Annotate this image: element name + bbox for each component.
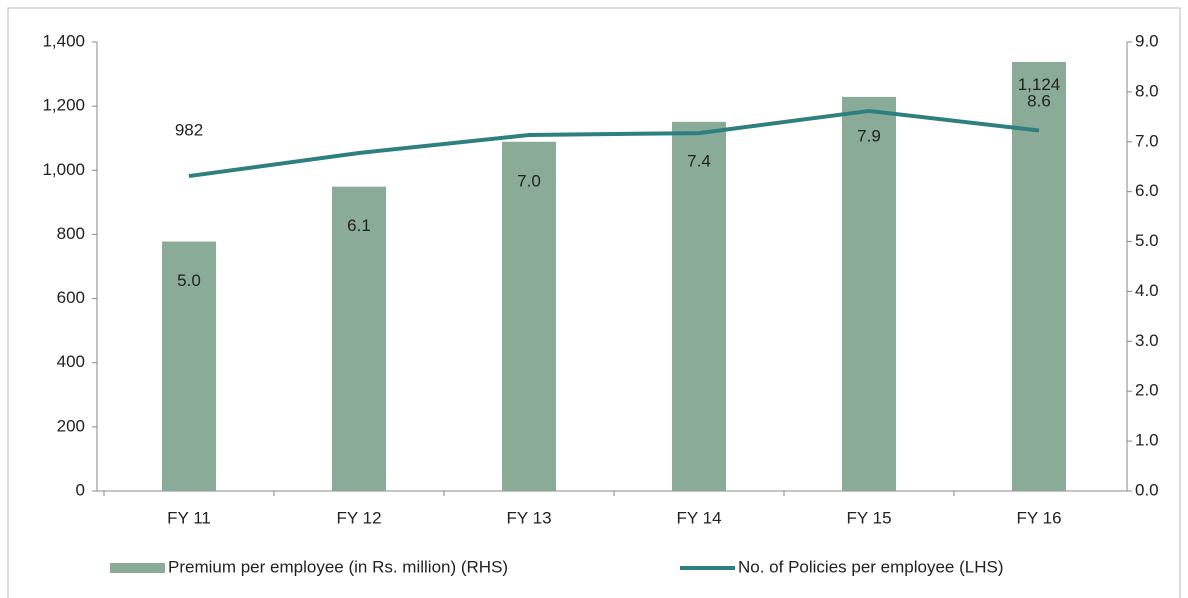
x-tick-label: FY 15 — [846, 508, 891, 527]
line-value-label: 982 — [175, 121, 203, 140]
x-tick-label: FY 12 — [336, 508, 381, 527]
y2-tick-label: 7.0 — [1135, 131, 1159, 150]
y-tick-label: 1,200 — [42, 96, 85, 115]
legend-swatch — [110, 563, 165, 573]
y2-tick-label: 2.0 — [1135, 381, 1159, 400]
y-tick-label: 800 — [57, 224, 85, 243]
bar-value-label: 7.4 — [687, 151, 711, 170]
y-tick-label: 1,400 — [42, 31, 85, 50]
line — [188, 108, 1040, 179]
bar — [672, 121, 726, 492]
y-tick-label: 1,000 — [42, 160, 85, 179]
x-tick-label: FY 11 — [167, 508, 211, 527]
y2-tick-label: 1.0 — [1135, 431, 1159, 450]
bar — [842, 96, 896, 491]
y-tick-label: 0 — [76, 480, 85, 499]
x-tick-label: FY 16 — [1016, 508, 1061, 527]
y2-tick-label: 3.0 — [1135, 331, 1159, 350]
line-value-label: 1,124 — [1018, 75, 1061, 94]
bar-value-label: 6.1 — [347, 216, 371, 235]
x-tick-label: FY 14 — [676, 508, 721, 527]
bar — [162, 241, 216, 491]
y-tick-label: 400 — [57, 352, 85, 371]
chart-border — [7, 7, 1181, 598]
y-tick-label: 600 — [57, 288, 85, 307]
bar-value-label: 7.0 — [517, 171, 541, 190]
y2-tick-label: 4.0 — [1135, 281, 1159, 300]
y2-tick-label: 8.0 — [1135, 81, 1159, 100]
y2-tick-label: 5.0 — [1135, 231, 1159, 250]
y2-tick-label: 6.0 — [1135, 181, 1159, 200]
legend-label: No. of Policies per employee (LHS) — [738, 557, 1004, 576]
bar-value-label: 7.9 — [857, 126, 881, 145]
y2-tick-label: 9.0 — [1135, 31, 1159, 50]
bar-value-label: 8.6 — [1027, 91, 1051, 110]
bar — [502, 141, 556, 491]
bar — [332, 186, 386, 491]
y-tick-label: 200 — [57, 416, 85, 435]
legend-label: Premium per employee (in Rs. million) (R… — [168, 557, 508, 576]
bar-value-label: 5.0 — [177, 271, 201, 290]
x-tick-label: FY 13 — [506, 508, 551, 527]
y2-tick-label: 0.0 — [1135, 480, 1159, 499]
bar — [1012, 61, 1066, 491]
